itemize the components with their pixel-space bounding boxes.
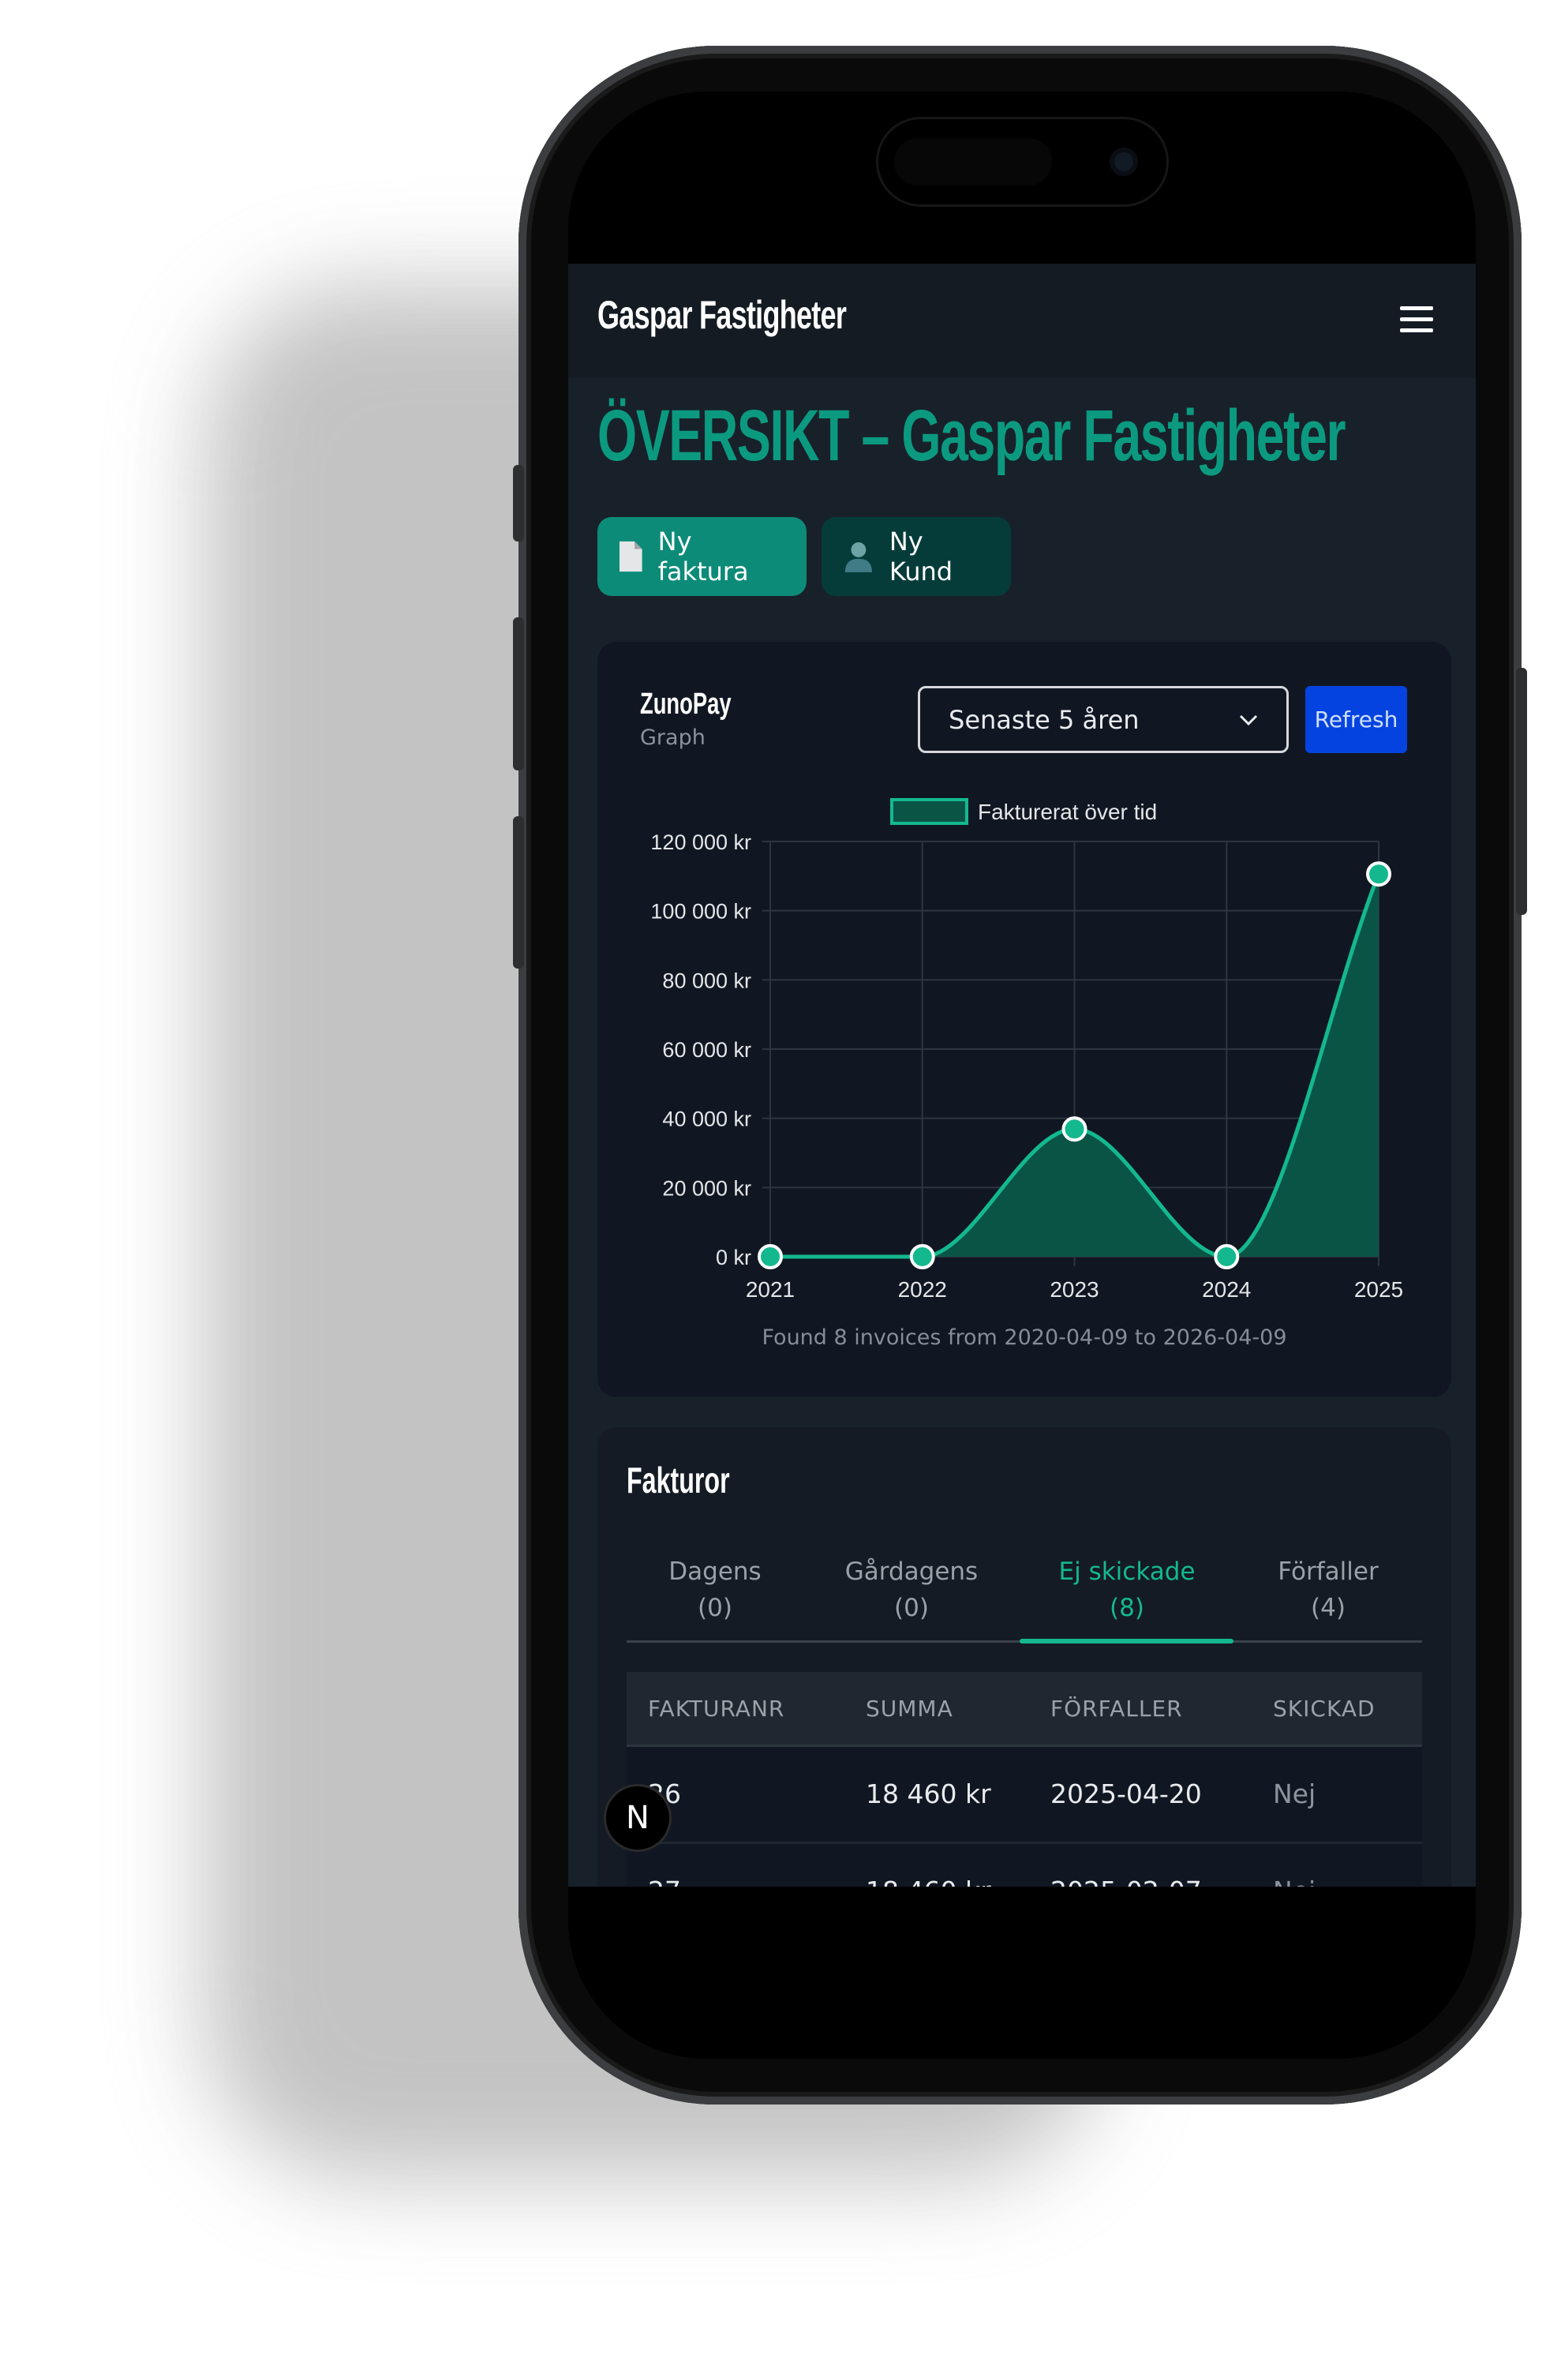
series-line	[770, 873, 1381, 1259]
x-tick-label: 2022	[898, 1277, 947, 1302]
tab-forfaller[interactable]: Förfaller (4)	[1226, 1554, 1431, 1626]
dynamic-island	[878, 119, 1166, 204]
top-navbar: Gaspar Fastigheter	[568, 264, 1476, 378]
new-invoice-label: Ny faktura	[657, 527, 749, 587]
tab-label: Förfaller	[1278, 1557, 1379, 1586]
x-tick-label: 2023	[1050, 1277, 1099, 1302]
cell-amount: 18 460 kr	[866, 1876, 991, 1887]
data-point	[1214, 1244, 1240, 1269]
data-point	[1061, 1116, 1087, 1142]
series-area	[770, 874, 1379, 1257]
table-header: FAKTURANR SUMMA FÖRFALLER SKICKAD	[627, 1672, 1422, 1747]
data-point	[758, 1244, 783, 1269]
user-icon	[844, 542, 872, 572]
data-point	[909, 1244, 935, 1269]
y-tick-label: 0 kr	[716, 1246, 751, 1269]
tab-dagens[interactable]: Dagens (0)	[612, 1554, 818, 1626]
new-customer-label: Ny Kund	[889, 527, 953, 587]
new-customer-button[interactable]: Ny Kund	[822, 517, 1011, 596]
column-header-fakturanr[interactable]: FAKTURANR	[648, 1696, 785, 1722]
period-select[interactable]: Senaste 5 åren	[918, 686, 1289, 753]
table-row[interactable]: 27 18 460 kr 2025-02-07 Nej	[627, 1844, 1422, 1887]
chart-card-subtitle: Graph	[640, 725, 706, 750]
cell-due-date: 2025-04-20	[1050, 1778, 1202, 1809]
page-title: ÖVERSIKT – Gaspar Fastigheter	[597, 395, 1346, 476]
legend-swatch	[890, 798, 968, 825]
cell-sent: Nej	[1273, 1778, 1316, 1809]
y-tick-label: 80 000 kr	[662, 969, 751, 992]
cell-amount: 18 460 kr	[866, 1778, 991, 1809]
app-viewport: Gaspar Fastigheter ÖVERSIKT – Gaspar Fas…	[568, 264, 1476, 1887]
x-tick-label: 2024	[1202, 1277, 1251, 1302]
tab-count: (0)	[894, 1594, 929, 1622]
cell-sent: Nej	[1273, 1876, 1316, 1887]
period-select-value: Senaste 5 åren	[949, 704, 1140, 735]
power-button	[1516, 668, 1527, 915]
data-point	[1366, 861, 1391, 887]
chevron-down-icon	[1239, 714, 1258, 725]
column-header-skickad[interactable]: SKICKAD	[1273, 1696, 1376, 1722]
x-tick-label: 2025	[1354, 1277, 1403, 1302]
column-header-forfaller[interactable]: FÖRFALLER	[1050, 1696, 1183, 1722]
y-tick-label: 40 000 kr	[662, 1108, 751, 1131]
nextjs-dev-badge[interactable]: N	[606, 1786, 669, 1850]
x-tick-label: 2021	[746, 1277, 795, 1302]
brand-logo[interactable]: Gaspar Fastigheter	[597, 293, 847, 337]
column-header-summa[interactable]: SUMMA	[866, 1696, 953, 1722]
invoices-card: Fakturor Dagens (0) Gårdagens (0) Ej skick…	[597, 1427, 1451, 1887]
tab-gardagens[interactable]: Gårdagens (0)	[809, 1554, 1014, 1626]
tab-label: Ej skickade	[1058, 1557, 1196, 1586]
tab-count: (4)	[1311, 1594, 1346, 1622]
y-tick-label: 100 000 kr	[650, 900, 751, 924]
chart-card-title: ZunoPay	[640, 688, 732, 721]
tab-label: Gårdagens	[844, 1557, 979, 1586]
tab-count: (8)	[1110, 1594, 1144, 1622]
y-tick-label: 60 000 kr	[662, 1038, 751, 1062]
mute-switch	[513, 465, 524, 542]
invoices-title: Fakturor	[627, 1460, 730, 1501]
active-tab-indicator	[1020, 1639, 1233, 1644]
refresh-button[interactable]: Refresh	[1305, 686, 1407, 753]
volume-down-button	[513, 816, 524, 969]
volume-up-button	[513, 617, 524, 770]
revenue-chart-card: ZunoPay Graph Senaste 5 åren Refresh 0 k…	[597, 642, 1451, 1397]
cell-due-date: 2025-02-07	[1050, 1876, 1202, 1887]
cell-invoice-number: 27	[648, 1876, 681, 1887]
y-tick-label: 20 000 kr	[662, 1176, 751, 1200]
tab-ej-skickade[interactable]: Ej skickade (8)	[1024, 1554, 1230, 1626]
chart-footer-text: Found 8 invoices from 2020-04-09 to 2026…	[762, 1325, 1287, 1350]
revenue-chart: 0 kr 20 000 kr 40 000 kr 60 000 kr 80 000 kr…	[650, 798, 1403, 1302]
hamburger-icon[interactable]	[1400, 306, 1433, 333]
legend-label: Fakturerat över tid	[978, 800, 1157, 824]
y-tick-label: 120 000 kr	[650, 830, 751, 854]
tab-count: (0)	[698, 1594, 732, 1622]
tab-label: Dagens	[668, 1557, 762, 1586]
new-invoice-button[interactable]: Ny faktura	[597, 517, 807, 596]
camera-icon	[1110, 148, 1138, 176]
document-icon	[620, 541, 642, 572]
table-row[interactable]: 26 18 460 kr 2025-04-20 Nej	[627, 1747, 1422, 1844]
